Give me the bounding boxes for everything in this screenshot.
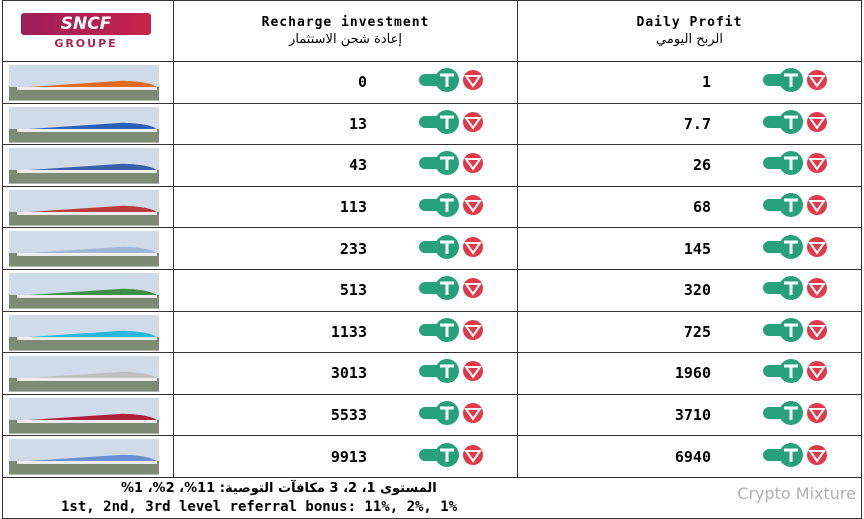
usdt-trx-icon bbox=[419, 317, 489, 347]
value: 3710 bbox=[674, 406, 711, 425]
train-cell bbox=[2, 269, 174, 312]
value: 26 bbox=[692, 156, 711, 175]
train-cell bbox=[2, 310, 174, 354]
investment-cell: 233 bbox=[173, 227, 518, 270]
usdt-trx-icon bbox=[419, 67, 489, 97]
header-subtitle: الربح اليومي bbox=[656, 32, 723, 47]
investment-cell: 1133 bbox=[173, 310, 518, 354]
train-cell bbox=[2, 61, 174, 104]
value: 6940 bbox=[674, 447, 711, 466]
usdt-trx-icon bbox=[763, 275, 833, 305]
usdt-trx-icon bbox=[763, 358, 833, 388]
profit-cell: 68 bbox=[517, 185, 862, 229]
train-image bbox=[9, 65, 159, 101]
usdt-trx-icon bbox=[419, 275, 489, 305]
value: 0 bbox=[357, 73, 367, 92]
usdt-trx-icon bbox=[763, 317, 833, 347]
header-title: Daily Profit bbox=[636, 15, 743, 30]
profit-cell: 725 bbox=[517, 310, 862, 354]
train-image bbox=[9, 439, 159, 475]
logo-brand: SNCF bbox=[21, 13, 151, 35]
train-cell bbox=[2, 352, 174, 395]
value: 1133 bbox=[330, 322, 367, 341]
value: 320 bbox=[683, 281, 711, 300]
usdt-trx-icon bbox=[419, 234, 489, 264]
train-cell bbox=[2, 393, 174, 437]
header-title: Recharge investment bbox=[261, 15, 430, 30]
value: 7.7 bbox=[683, 114, 711, 133]
train-image bbox=[9, 148, 159, 184]
value: 725 bbox=[683, 322, 711, 341]
logo-sub: GROUPE bbox=[54, 37, 118, 50]
profit-cell: 6940 bbox=[517, 435, 862, 478]
usdt-trx-icon bbox=[763, 234, 833, 264]
usdt-trx-icon bbox=[419, 400, 489, 430]
logo-cell: SNCF GROUPE bbox=[2, 0, 174, 62]
value: 3013 bbox=[330, 364, 367, 383]
train-cell bbox=[2, 435, 174, 478]
profit-cell: 7.7 bbox=[517, 102, 862, 146]
investment-cell: 13 bbox=[173, 102, 518, 146]
usdt-trx-icon bbox=[763, 192, 833, 222]
investment-cell: 0 bbox=[173, 61, 518, 104]
header-subtitle: إعادة شحن الاستثمار bbox=[289, 32, 402, 47]
investment-cell: 9913 bbox=[173, 435, 518, 478]
value: 9913 bbox=[330, 447, 367, 466]
train-cell bbox=[2, 227, 174, 270]
train-cell bbox=[2, 144, 174, 187]
usdt-trx-icon bbox=[419, 192, 489, 222]
watermark: Crypto Mixture bbox=[737, 484, 856, 503]
value: 1960 bbox=[674, 364, 711, 383]
usdt-trx-icon bbox=[763, 442, 833, 472]
train-image bbox=[9, 314, 159, 351]
profit-cell: 26 bbox=[517, 144, 862, 187]
profit-cell: 3710 bbox=[517, 393, 862, 437]
train-image bbox=[9, 189, 159, 226]
usdt-trx-icon bbox=[419, 109, 489, 139]
usdt-trx-icon bbox=[419, 150, 489, 180]
investment-cell: 113 bbox=[173, 185, 518, 229]
investment-cell: 43 bbox=[173, 144, 518, 187]
train-image bbox=[9, 106, 159, 143]
train-cell bbox=[2, 102, 174, 146]
profit-cell: 320 bbox=[517, 269, 862, 312]
value: 5533 bbox=[330, 406, 367, 425]
train-cell bbox=[2, 185, 174, 229]
value: 145 bbox=[683, 239, 711, 258]
train-image bbox=[9, 397, 159, 434]
value: 1 bbox=[701, 73, 711, 92]
value: 13 bbox=[348, 114, 367, 133]
investment-cell: 3013 bbox=[173, 352, 518, 395]
value: 43 bbox=[348, 156, 367, 175]
profit-cell: 145 bbox=[517, 227, 862, 270]
usdt-trx-icon bbox=[419, 358, 489, 388]
header-profit: Daily Profit الربح اليومي bbox=[517, 0, 862, 62]
investment-cell: 5533 bbox=[173, 393, 518, 437]
train-image bbox=[9, 231, 159, 267]
investment-cell: 513 bbox=[173, 269, 518, 312]
header-investment: Recharge investment إعادة شحن الاستثمار bbox=[173, 0, 518, 62]
profit-cell: 1960 bbox=[517, 352, 862, 395]
train-image bbox=[9, 273, 159, 309]
usdt-trx-icon bbox=[419, 442, 489, 472]
footer: المستوى 1، 2، 3 مكافآت التوصية: 11%، 2%،… bbox=[2, 477, 862, 519]
value: 233 bbox=[339, 239, 367, 258]
profit-cell: 1 bbox=[517, 61, 862, 104]
usdt-trx-icon bbox=[763, 150, 833, 180]
footer-english: 1st, 2nd, 3rd level referral bonus: 11%,… bbox=[61, 499, 458, 515]
usdt-trx-icon bbox=[763, 400, 833, 430]
train-image bbox=[9, 356, 159, 392]
footer-arabic: المستوى 1، 2، 3 مكافآت التوصية: 11%، 2%،… bbox=[121, 481, 437, 496]
value: 513 bbox=[339, 281, 367, 300]
value: 68 bbox=[692, 198, 711, 217]
usdt-trx-icon bbox=[763, 67, 833, 97]
value: 113 bbox=[339, 198, 367, 217]
usdt-trx-icon bbox=[763, 109, 833, 139]
